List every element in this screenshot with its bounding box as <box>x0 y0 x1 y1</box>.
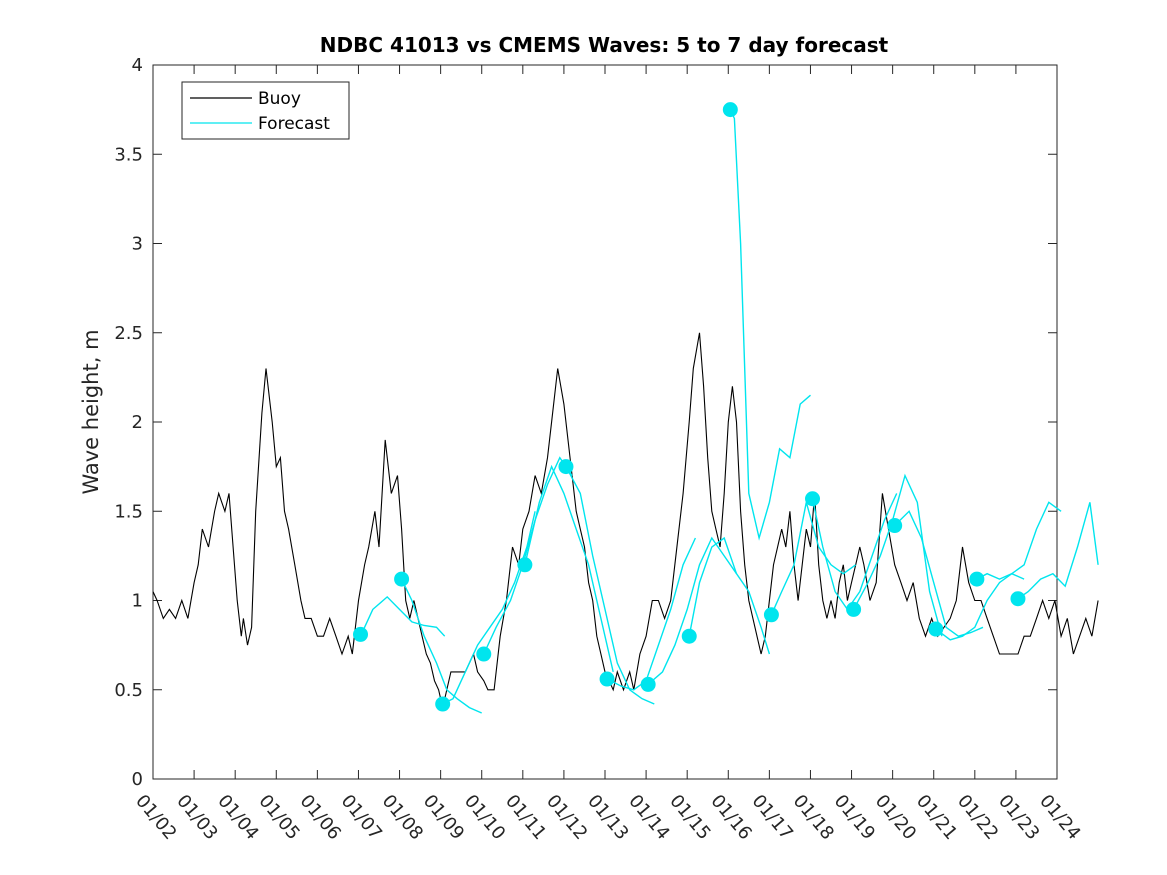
x-tick-label: 01/24 <box>1035 791 1084 844</box>
forecast-marker <box>763 607 779 623</box>
x-tick-label: 01/16 <box>706 791 755 844</box>
y-tick-label: 4 <box>132 55 143 76</box>
forecast-series-line <box>606 537 697 691</box>
forecast-marker <box>969 571 985 587</box>
forecast-series-line <box>483 456 573 655</box>
forecast-marker <box>517 557 533 573</box>
y-tick-label: 2.5 <box>114 323 143 344</box>
forecast-series-line <box>1017 502 1099 600</box>
x-tick-label: 01/19 <box>830 791 879 844</box>
x-tick-label: 01/04 <box>213 791 262 844</box>
forecast-marker <box>887 518 903 534</box>
legend-box <box>181 81 350 140</box>
x-tick-label: 01/05 <box>254 791 303 844</box>
forecast-marker <box>476 646 492 662</box>
y-tick-label: 3 <box>132 234 143 255</box>
x-tick-label: 01/11 <box>501 791 550 844</box>
x-tick-label: 01/07 <box>337 791 386 844</box>
legend: Buoy Forecast <box>181 81 350 140</box>
x-tick-label: 01/09 <box>419 791 468 844</box>
x-tick-label: 01/23 <box>994 791 1043 844</box>
y-axis-label: Wave height, m <box>79 329 103 494</box>
forecast-marker <box>722 102 738 118</box>
forecast-series-line <box>647 536 738 685</box>
forecast-marker <box>681 628 697 644</box>
x-tick-label: 01/08 <box>378 791 427 844</box>
legend-label: Forecast <box>258 114 330 134</box>
forecast-series-line <box>770 502 857 616</box>
forecast-series-line <box>976 501 1062 580</box>
forecast-marker <box>353 626 369 642</box>
y-tick-label: 1 <box>132 591 143 612</box>
y-tick-label: 3.5 <box>114 144 143 165</box>
forecast-series-line <box>524 464 614 673</box>
forecast-series-line <box>400 578 482 714</box>
buoy-series-line <box>152 332 1099 708</box>
x-tick-label: 01/13 <box>583 791 632 844</box>
x-tick-label: 01/12 <box>542 791 591 844</box>
x-tick-label: 01/17 <box>748 791 797 844</box>
x-tick-label: 01/10 <box>460 791 509 844</box>
x-tick-label: 01/18 <box>789 791 838 844</box>
forecast-series-line <box>729 109 811 541</box>
x-tick-label: 01/03 <box>172 791 221 844</box>
y-tick-label: 2 <box>132 412 143 433</box>
forecast-marker <box>394 571 410 587</box>
x-tick-label: 01/22 <box>953 791 1002 844</box>
x-tick-label: 01/02 <box>131 791 180 844</box>
forecast-series-line <box>894 510 984 637</box>
forecast-marker <box>599 671 615 687</box>
plot-frame <box>152 64 1058 780</box>
forecast-marker <box>558 459 574 475</box>
forecast-marker <box>846 601 862 617</box>
legend-label: Buoy <box>258 89 301 109</box>
chart-title: NDBC 41013 vs CMEMS Waves: 5 to 7 day fo… <box>320 33 889 57</box>
forecast-marker <box>640 676 656 692</box>
forecast-series-line <box>359 595 446 637</box>
x-tick-label: 01/20 <box>871 791 920 844</box>
y-tick-label: 0 <box>132 769 143 790</box>
forecast-series-line <box>688 536 771 655</box>
forecast-series-line <box>565 466 655 705</box>
x-tick-label: 01/15 <box>665 791 714 844</box>
plot-area: 00.511.522.533.5401/0201/0301/0401/0501/… <box>114 55 1099 844</box>
y-tick-label: 1.5 <box>114 501 143 522</box>
y-tick-label: 0.5 <box>114 680 143 701</box>
x-tick-label: 01/14 <box>624 791 673 844</box>
forecast-marker <box>1010 591 1026 607</box>
forecast-marker <box>928 621 944 637</box>
forecast-series-line <box>811 493 898 611</box>
forecast-marker <box>435 696 451 712</box>
forecast-marker <box>805 491 821 507</box>
forecast-series-line <box>852 473 943 637</box>
x-tick-label: 01/21 <box>912 791 961 844</box>
x-tick-label: 01/06 <box>296 791 345 844</box>
